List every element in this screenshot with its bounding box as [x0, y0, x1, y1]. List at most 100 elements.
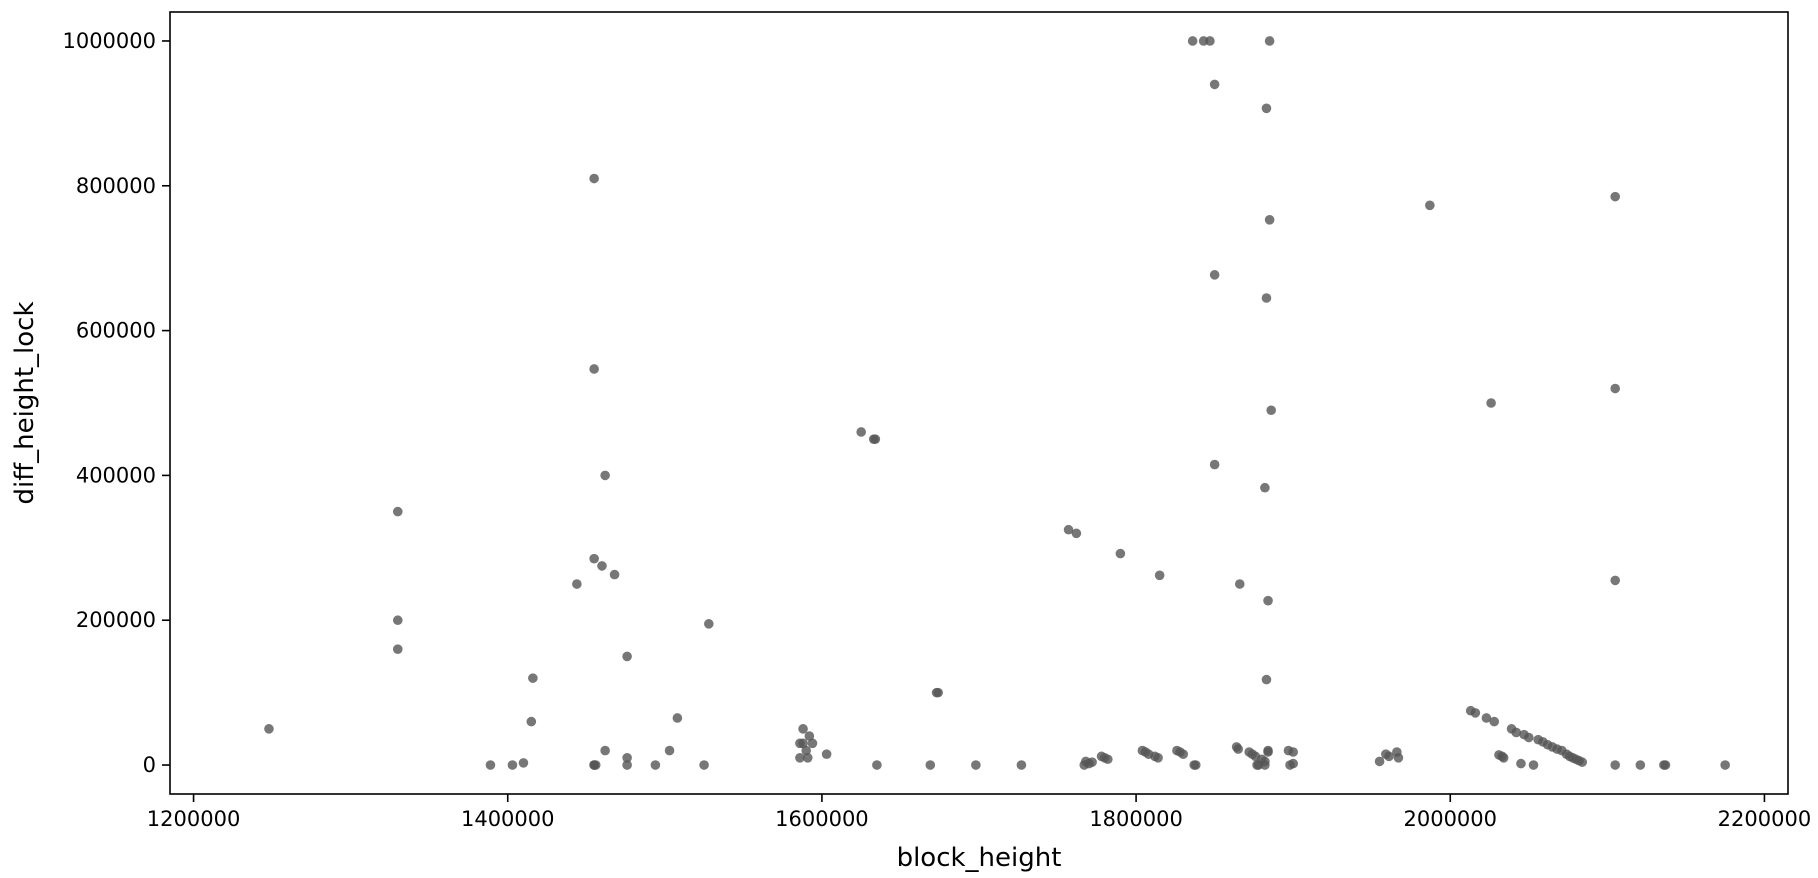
data-point — [1153, 752, 1163, 763]
data-point — [1425, 200, 1435, 211]
data-points — [264, 36, 1730, 770]
data-point — [507, 760, 518, 770]
x-axis-ticks: 1200000 1400000 1600000 1800000 2000000 22000… — [147, 794, 1811, 831]
data-point — [1187, 36, 1198, 46]
y-tick-label: 400000 — [76, 463, 156, 487]
data-point — [1264, 36, 1275, 46]
data-point — [600, 470, 610, 481]
data-point — [1071, 528, 1082, 539]
data-point — [1209, 79, 1220, 90]
data-point — [650, 760, 661, 770]
data-point — [1261, 674, 1272, 685]
data-point — [804, 731, 815, 741]
data-point — [485, 760, 496, 770]
data-point — [1486, 398, 1496, 408]
y-tick-label: 1000000 — [62, 29, 156, 53]
data-point — [1233, 744, 1243, 754]
data-point — [590, 760, 601, 770]
x-tick-label: 2200000 — [1718, 807, 1812, 831]
data-point — [1524, 732, 1534, 743]
data-point — [1154, 570, 1165, 581]
data-point — [622, 651, 632, 662]
data-point — [925, 760, 936, 770]
data-point — [1260, 760, 1270, 770]
data-point — [589, 553, 599, 564]
data-point — [597, 561, 607, 571]
plot-frame — [169, 11, 1789, 795]
y-tick-label: 800000 — [76, 174, 156, 198]
data-point — [1610, 760, 1621, 770]
data-point — [798, 738, 808, 749]
data-point — [1498, 752, 1509, 763]
data-point — [1190, 760, 1201, 770]
data-point — [589, 364, 599, 374]
data-point — [1260, 482, 1270, 493]
data-point — [264, 724, 274, 734]
data-point — [1178, 749, 1189, 759]
y-tick-label: 600000 — [76, 319, 156, 343]
data-point — [392, 506, 403, 517]
data-point — [572, 579, 582, 589]
x-tick-label: 1600000 — [775, 807, 869, 831]
data-point — [528, 673, 538, 683]
data-point — [870, 434, 881, 445]
data-point — [1261, 103, 1272, 114]
data-point — [1610, 383, 1621, 394]
data-point — [1635, 760, 1646, 770]
data-point — [1384, 751, 1394, 762]
data-point — [872, 760, 882, 770]
data-point — [589, 173, 599, 184]
data-point — [600, 745, 610, 756]
data-point — [1087, 757, 1097, 767]
data-point — [392, 644, 403, 654]
data-point — [526, 716, 537, 727]
data-point — [1209, 270, 1220, 280]
data-point — [821, 749, 832, 759]
data-point — [1470, 708, 1481, 718]
data-point — [622, 752, 632, 763]
data-point — [518, 758, 529, 768]
data-point — [1610, 575, 1621, 586]
y-axis-title: diff_height_lock — [10, 302, 40, 505]
y-tick-label: 200000 — [76, 608, 156, 632]
data-point — [1660, 760, 1671, 770]
data-point — [672, 713, 683, 723]
data-point — [971, 760, 981, 770]
data-point — [802, 752, 813, 763]
data-point — [664, 745, 675, 756]
data-point — [795, 752, 805, 763]
data-point — [1266, 405, 1276, 416]
data-point — [1103, 754, 1113, 765]
data-point — [798, 724, 808, 734]
x-tick-label: 2000000 — [1403, 807, 1497, 831]
x-axis-title: block_height — [897, 843, 1062, 873]
data-point — [1481, 713, 1492, 723]
data-point — [1288, 747, 1298, 757]
data-point — [1720, 760, 1730, 770]
data-point — [1610, 191, 1621, 202]
data-point — [1263, 747, 1273, 757]
x-tick-label: 1200000 — [147, 807, 241, 831]
data-point — [1528, 760, 1539, 770]
y-tick-label: 0 — [143, 753, 156, 777]
data-point — [609, 569, 620, 580]
data-point — [699, 760, 709, 770]
data-point — [1205, 36, 1215, 46]
data-point — [1115, 548, 1126, 559]
data-point — [1016, 760, 1027, 770]
data-point — [622, 760, 632, 770]
data-point — [1261, 293, 1272, 303]
data-point — [1234, 579, 1245, 589]
data-point — [392, 615, 403, 626]
data-point — [1263, 595, 1273, 606]
data-point — [1511, 727, 1522, 738]
x-tick-label: 1800000 — [1089, 807, 1183, 831]
data-point — [1264, 215, 1275, 225]
data-point — [1577, 757, 1588, 767]
data-point — [704, 619, 714, 629]
data-point — [1374, 756, 1385, 767]
data-point — [856, 427, 866, 437]
y-axis-ticks: 0 200000 400000 600000 800000 1000000 — [62, 29, 170, 777]
data-point — [933, 687, 943, 698]
